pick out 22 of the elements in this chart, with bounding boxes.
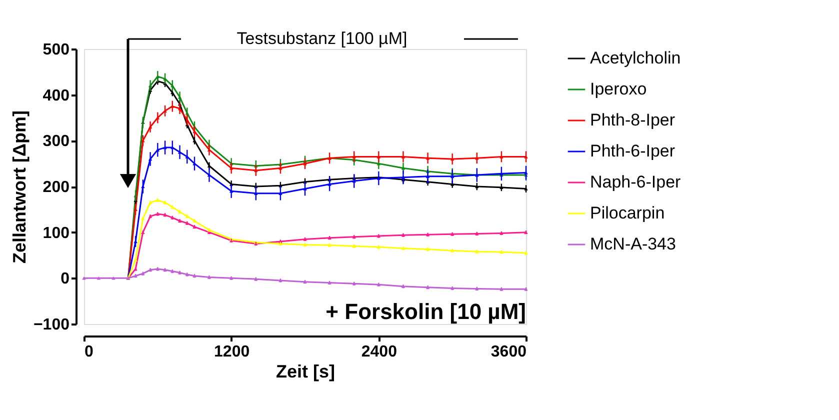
legend-label: Pilocarpin [590,204,665,222]
legend-label: Naph-6-Iper [590,172,682,192]
x-tick-label: 0 [84,344,94,360]
legend-label: Phth-8-Iper [590,110,676,130]
y-tick-label: −100 [33,316,70,334]
y-tick-label: 400 [42,87,70,104]
annotation: + Forskolin [10 µM] [326,299,526,324]
y-tick-label: 0 [60,270,70,288]
text: Testsubstanz [100 µM] [236,29,408,48]
legend-label: McN-A-343 [590,234,676,254]
x-tick-label: 3600 [490,344,527,360]
legend-label: Phth-6-Iper [590,142,676,160]
y-tick-label: 500 [42,42,70,58]
legend-label: Iperoxo [590,80,647,98]
y-tick-label: 200 [42,179,70,196]
x-axis-title: Zeit [s] [276,362,336,382]
x-tick-label: 1200 [214,344,250,360]
x-tick-label: 2400 [361,344,398,360]
legend-label: Acetylcholin [590,48,681,68]
y-tick-label: 100 [42,224,70,242]
y-axis-title: Zellantwort [Δpm] [9,110,30,264]
y-tick-label: 300 [42,133,70,150]
